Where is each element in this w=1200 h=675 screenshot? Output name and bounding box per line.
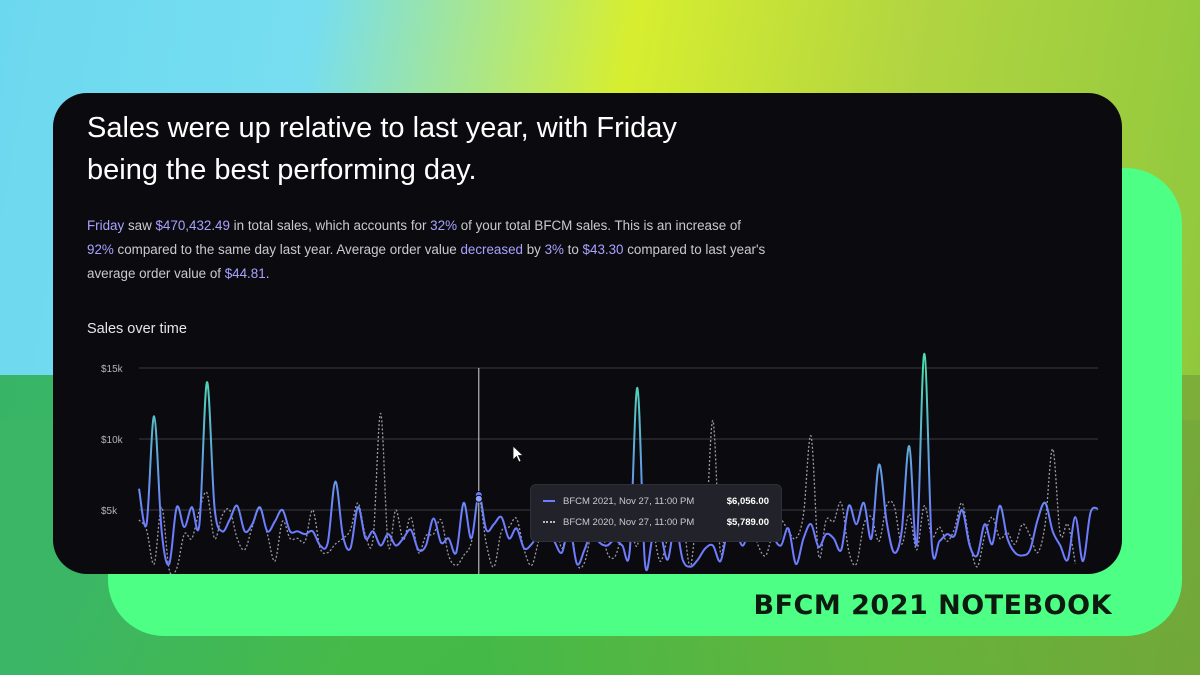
y-tick-label: $5k (101, 506, 118, 517)
insight-headline: Sales were up relative to last year, wit… (87, 112, 677, 186)
tooltip-label: BFCM 2020, Nov 27, 11:00 PM (563, 516, 695, 528)
highlight-decreased: decreased (460, 242, 523, 257)
insight-panel: Sales were up relative to last year, wit… (53, 93, 1122, 574)
highlight-share: 32% (430, 218, 457, 233)
highlight-total-sales: $470,432.49 (155, 218, 230, 233)
tooltip-row-2020: BFCM 2020, Nov 27, 11:00 PM $5,789.00 (543, 514, 769, 530)
summary-text: . (265, 266, 270, 281)
tooltip-value: $5,789.00 (726, 516, 769, 528)
highlight-aov-change: 3% (544, 242, 564, 257)
chart-title: Sales over time (87, 321, 187, 337)
tooltip-row-2021: BFCM 2021, Nov 27, 11:00 PM $6,056.00 (543, 493, 769, 509)
highlight-increase: 92% (87, 242, 114, 257)
legend-swatch-2020 (543, 521, 555, 523)
series-line-bfcm-2021 (138, 352, 1099, 572)
summary-text: compared to the same day last year. Aver… (113, 242, 461, 257)
notebook-label: BFCM 2021 NOTEBOOK (753, 590, 1112, 621)
series-line-bfcm-2020 (138, 412, 1076, 574)
summary-text: by (522, 242, 545, 257)
summary-text: to (563, 242, 583, 257)
summary-text: in total sales, which accounts for (229, 218, 431, 233)
highlight-day: Friday (87, 218, 125, 233)
legend-swatch-2021 (543, 500, 555, 502)
mouse-cursor-icon (512, 445, 525, 463)
highlight-aov-previous: $44.81 (224, 266, 266, 281)
y-tick-label: $10k (101, 435, 124, 446)
insight-summary: Friday saw $470,432.49 in total sales, w… (87, 214, 767, 286)
sales-over-time-chart[interactable]: $15k $10k $5k (53, 93, 1122, 574)
summary-text: saw (124, 218, 156, 233)
hover-point-2020 (474, 494, 483, 503)
tooltip-value: $6,056.00 (726, 495, 769, 507)
summary-text: of your total BFCM sales. This is an inc… (456, 218, 742, 233)
chart-tooltip: BFCM 2021, Nov 27, 11:00 PM $6,056.00 BF… (530, 484, 782, 542)
highlight-aov-current: $43.30 (582, 242, 624, 257)
tooltip-label: BFCM 2021, Nov 27, 11:00 PM (563, 495, 695, 507)
y-tick-label: $15k (101, 364, 124, 375)
summary-text: compared to last year's average order va… (87, 242, 766, 281)
